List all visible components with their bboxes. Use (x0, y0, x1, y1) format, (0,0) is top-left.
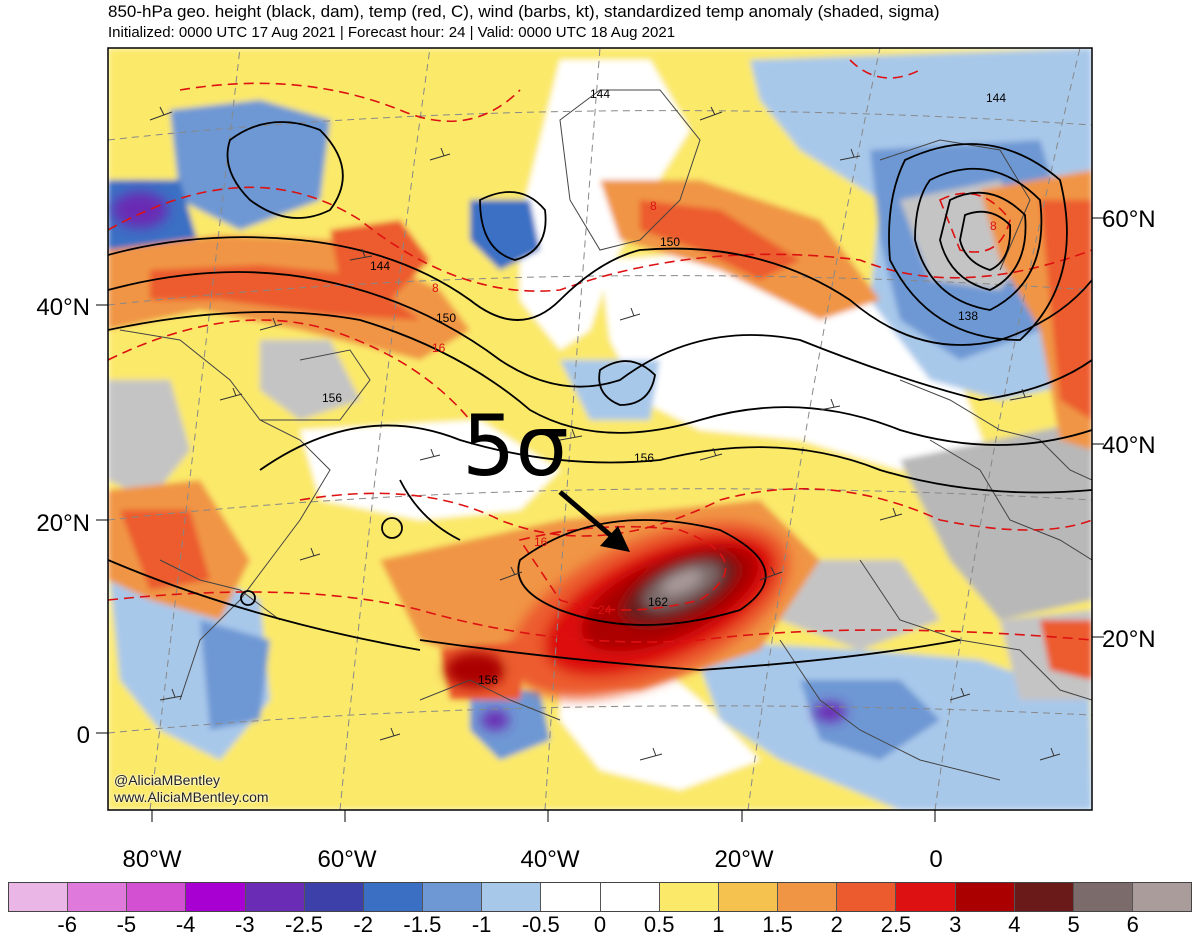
lat-label-left: 0 (76, 722, 90, 749)
colorbar-tick-label: -1 (471, 912, 492, 937)
colorbar-tick-label: 0 (593, 912, 607, 937)
height-label: 162 (648, 595, 668, 609)
colorbar-swatch (304, 883, 364, 911)
colorbar-tick-label: -4 (175, 912, 196, 937)
map-subtitle: Initialized: 0000 UTC 17 Aug 2021 | Fore… (108, 24, 676, 41)
height-label: 150 (436, 311, 456, 325)
wind-barbs (149, 106, 1061, 761)
height-label: 156 (478, 673, 498, 687)
colorbar-tick-label: -2 (353, 912, 373, 937)
colorbar-tick-label: -5 (116, 912, 137, 937)
lon-label: 80°W (122, 846, 182, 873)
colorbar-labels: -6 -5 -4 -3 -2.5 -2 -1.5 -1 -0.5 0 0.5 1 1.5 2 2.5 3 4 5 6 (8, 912, 1192, 948)
colorbar-swatch (659, 883, 719, 911)
colorbar-tick-label: -6 (57, 912, 77, 937)
anomaly-colorbar (8, 882, 1192, 912)
height-label: 144 (370, 259, 390, 273)
colorbar-swatch (482, 883, 542, 911)
graticule (108, 48, 1092, 810)
colorbar-swatch (718, 883, 779, 911)
height-label: 144 (986, 91, 1006, 105)
colorbar-swatch (600, 883, 660, 911)
temp-label: 8 (650, 199, 657, 213)
lon-label: 0 (929, 846, 943, 873)
forecast-map: 144 144 150 150 156 156 156 162 144 138 … (96, 47, 1104, 822)
temperature-contours (108, 59, 1092, 643)
lat-label-left: 20°N (36, 510, 90, 537)
lon-label: 20°W (714, 846, 774, 873)
colorbar-tick-label: 1.5 (762, 912, 793, 937)
annotation-arrow (558, 490, 630, 552)
lon-label: 40°W (520, 846, 580, 873)
height-label: 150 (660, 235, 680, 249)
colorbar-tick-label: -3 (235, 912, 255, 937)
colorbar-tick-label: 2.5 (880, 912, 912, 937)
height-label: 144 (590, 87, 610, 101)
colorbar-tick-label: 3 (949, 912, 962, 937)
height-contours (108, 121, 1092, 671)
lat-label-left: 40°N (36, 294, 90, 321)
colorbar-tick-label: -1.5 (403, 912, 442, 937)
lat-label-right: 60°N (1102, 206, 1156, 233)
lon-label: 60°W (317, 846, 377, 873)
credit-website: www.AliciaMBentley.com (114, 789, 269, 805)
credit-handle: @AliciaMBentley (114, 772, 221, 788)
height-label: 138 (958, 309, 978, 323)
temp-label: 16 (432, 341, 446, 355)
temp-label: 8 (990, 219, 997, 233)
temp-label: 16 (534, 535, 548, 549)
lat-label-right: 40°N (1102, 432, 1156, 459)
temp-label: 8 (432, 281, 439, 295)
colorbar-tick-label: 4 (1008, 912, 1021, 937)
colorbar-swatch (1014, 883, 1074, 911)
height-label: 156 (322, 391, 342, 405)
colorbar-swatch (1132, 883, 1192, 911)
colorbar-swatch (896, 883, 956, 911)
colorbar-tick-label: 6 (1126, 912, 1139, 937)
colorbar-swatch (955, 883, 1015, 911)
colorbar-swatch (186, 883, 246, 911)
colorbar-swatch (423, 883, 483, 911)
colorbar-tick-label: -2.5 (285, 912, 323, 937)
temp-label: 24 (598, 603, 612, 617)
colorbar-swatch (1073, 883, 1133, 911)
coastlines (119, 89, 1092, 781)
colorbar-swatch (68, 883, 128, 911)
colorbar-tick-label: 2 (830, 912, 843, 937)
colorbar-tick-label: 0.5 (643, 912, 675, 937)
colorbar-tick-label: 1 (712, 912, 725, 937)
colorbar-swatch (837, 883, 897, 911)
colorbar-swatch (778, 883, 838, 911)
colorbar-tick-label: -0.5 (521, 912, 560, 937)
colorbar-swatch (541, 883, 601, 911)
colorbar-tick-label: 5 (1067, 912, 1080, 937)
height-label: 156 (634, 451, 654, 465)
colorbar-swatch (245, 883, 305, 911)
colorbar-swatch (9, 883, 69, 911)
map-title: 850-hPa geo. height (black, dam), temp (… (108, 2, 940, 21)
colorbar-swatch (127, 883, 187, 911)
sigma-annotation: 5σ (462, 397, 569, 495)
lat-label-right: 20°N (1102, 626, 1156, 653)
colorbar-swatch (363, 883, 424, 911)
